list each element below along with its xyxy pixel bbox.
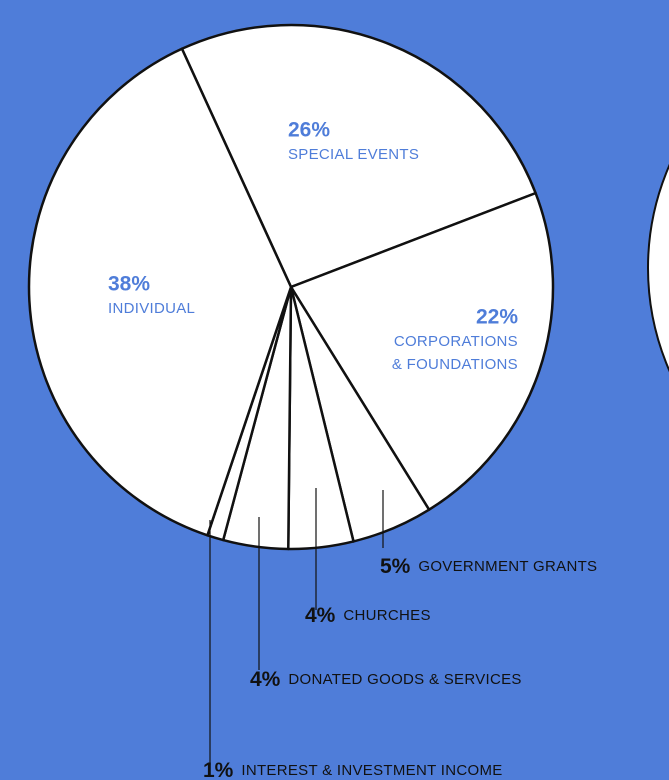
pie-slice xyxy=(180,23,537,289)
slice-category: INDIVIDUAL xyxy=(108,300,195,317)
slice-label: 4% DONATED GOODS & SERVICES xyxy=(250,668,522,691)
pie-slice xyxy=(27,47,293,537)
slice-category: SPECIAL EVENTS xyxy=(288,146,419,163)
pie-slice xyxy=(289,191,555,511)
slice-percent: 26% xyxy=(288,119,330,142)
second-pie-edge xyxy=(647,163,669,373)
slice-label: 1% INTEREST & INVESTMENT INCOME xyxy=(203,759,503,780)
slice-label: 5% GOVERNMENT GRANTS xyxy=(380,555,597,578)
slice-percent: 4% xyxy=(305,604,336,627)
slice-percent: 38% xyxy=(108,273,150,296)
slice-percent: 5% xyxy=(380,555,411,578)
slice-category: DONATED GOODS & SERVICES xyxy=(288,671,521,688)
slice-category: CHURCHES xyxy=(343,607,430,624)
slice-label: 4% CHURCHES xyxy=(305,604,431,627)
slice-category: GOVERNMENT GRANTS xyxy=(418,558,597,575)
slice-percent: 22% xyxy=(476,306,518,329)
slice-category: CORPORATIONS & FOUNDATIONS xyxy=(387,333,518,373)
slice-percent: 1% xyxy=(203,759,234,780)
slice-category: INTEREST & INVESTMENT INCOME xyxy=(241,762,502,779)
slice-percent: 4% xyxy=(250,668,281,691)
